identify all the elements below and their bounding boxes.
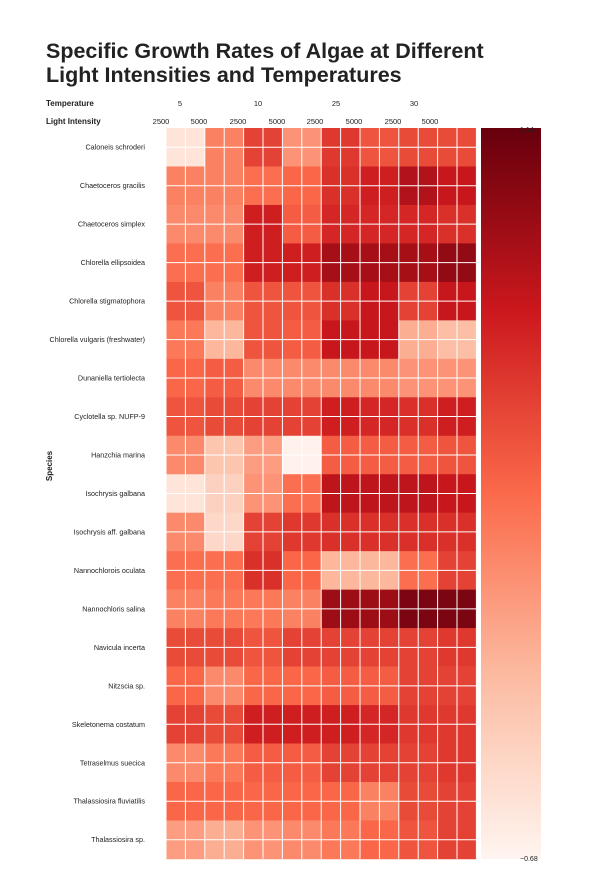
species-label: Tetraselmus suecica xyxy=(80,758,145,767)
species-label: Navicula incerta xyxy=(94,643,145,652)
colorbar-min-label: −0.68 xyxy=(520,856,538,863)
chart-title-line-2: Light Intensities and Temperatures xyxy=(46,63,402,87)
temperature-tick-label: 5 xyxy=(178,99,182,108)
temperature-tick-label: 25 xyxy=(332,99,340,108)
temperature-header-label: Temperature xyxy=(46,99,94,108)
light-intensity-tick-label: 5000 xyxy=(422,117,439,126)
species-label: Caloneis schroderi xyxy=(85,143,145,152)
species-label: Chlorella ellipsoidea xyxy=(81,258,145,267)
chart-title-line-1: Specific Growth Rates of Algae at Differ… xyxy=(46,39,484,63)
species-label: Dunaniella tertiolecta xyxy=(78,374,145,383)
heatmap-gridlines xyxy=(165,128,477,859)
light-intensity-tick-label: 5000 xyxy=(346,117,363,126)
species-label: Chaetoceros gracilis xyxy=(80,181,146,190)
temperature-tick-label: 10 xyxy=(254,99,262,108)
species-axis-label: Species xyxy=(45,450,54,481)
light-intensity-tick-label: 2500 xyxy=(385,117,402,126)
species-label: Nannochlorois oculata xyxy=(74,566,145,575)
species-label: Thalassiosira sp. xyxy=(91,835,145,844)
species-label: Nitzscia sp. xyxy=(108,681,145,690)
temperature-tick-label: 30 xyxy=(410,99,418,108)
species-label: Cyclotella sp. NUFP-9 xyxy=(74,412,145,421)
colorbar xyxy=(481,128,541,859)
species-label: Isochrysis galbana xyxy=(85,489,145,498)
light-intensity-tick-label: 2500 xyxy=(307,117,324,126)
light-intensity-tick-label: 2500 xyxy=(230,117,247,126)
species-label: Hanzchia marina xyxy=(91,450,145,459)
species-label: Chlorella vulgaris (freshwater) xyxy=(50,335,145,344)
colorbar-max-label: 1.14 xyxy=(520,127,534,134)
species-label: Thalassiosira fluviatilis xyxy=(74,797,146,806)
species-label: Nannochloris salina xyxy=(82,604,145,613)
temperature-tick-labels: 5 10 25 30 xyxy=(178,99,418,108)
light-intensity-header-label: Light Intensity xyxy=(46,117,101,126)
species-label: Chaetoceros simplex xyxy=(78,220,146,229)
light-intensity-tick-labels: 2500 5000 2500 5000 2500 5000 2500 5000 xyxy=(153,117,439,126)
species-label: Skeletonema costatum xyxy=(72,720,145,729)
light-intensity-tick-label: 2500 xyxy=(153,117,170,126)
species-label: Isochrysis aff. galbana xyxy=(74,527,145,536)
species-labels: Caloneis schroderi Chaetoceros gracilis Ch… xyxy=(50,143,146,844)
light-intensity-tick-label: 5000 xyxy=(191,117,208,126)
light-intensity-tick-label: 5000 xyxy=(269,117,286,126)
species-label: Chlorella stigmatophora xyxy=(69,297,145,306)
